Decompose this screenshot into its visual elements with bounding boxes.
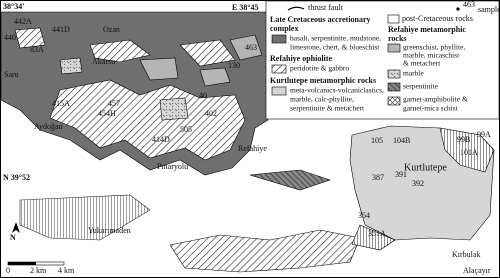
legend-heading: rocks (388, 34, 407, 43)
sample-label: 391 (395, 170, 407, 179)
sample-label: 463 (245, 43, 257, 52)
scale-label: 4 km (58, 266, 75, 275)
sample-label: 351A (368, 229, 386, 238)
sample-label: 415A (52, 99, 70, 108)
legend-text: marble, calc-phyllite, (290, 95, 354, 104)
sample-label: 414D (152, 135, 170, 144)
legend-text: peridotite & gabbro (290, 64, 349, 73)
place-label: Aydoğan (34, 122, 63, 131)
sample-label: 101A (460, 148, 478, 157)
sample-label: 99A (477, 130, 491, 139)
place-label: Yukarımaden (88, 226, 131, 235)
north-label: N (10, 233, 16, 242)
legend-box (265, 0, 500, 120)
place-label: Kurtlutepe (404, 162, 447, 173)
place-label: Refahiye (238, 144, 267, 153)
sample-symbol (456, 7, 460, 11)
sample-label: 505 (180, 125, 192, 134)
swatch (271, 86, 287, 96)
swatch (387, 69, 401, 79)
scale-label: 0 (6, 266, 10, 275)
swatch (387, 14, 400, 24)
sample-label: 83A (30, 45, 44, 54)
places: Ozan Akarsu Saru Aydoğan Pınaryolu Refah… (4, 25, 491, 275)
legend-heading: complex (270, 24, 298, 33)
samples: 440 442A 83A 441D 415A 457 454H 40 130 4… (4, 17, 491, 238)
legend-text: marble, micaschist (403, 51, 460, 60)
legend-text: garnet-amphibolite & (403, 95, 468, 104)
legend-text: meta-volcanics-volcaniclastics, (290, 86, 384, 95)
swatch (387, 96, 401, 106)
scale-bar (8, 262, 36, 265)
legend-text: marble (403, 69, 424, 78)
sample-label: 40 (199, 91, 207, 100)
sample-label: 441D (52, 25, 70, 34)
legend-heading: Refahiye ophiolite (270, 54, 332, 63)
scale-label: 2 km (30, 266, 47, 275)
sample-label: 454H (98, 109, 116, 118)
sample-label: 402 (205, 109, 217, 118)
legend-text: sample (478, 5, 500, 14)
place-label: Saru (4, 70, 19, 79)
swatch (271, 34, 287, 44)
legend-text: basalt, serpentinite, mudstone, (290, 34, 381, 43)
legend-text: limestone, chert, & blueschist (290, 43, 380, 52)
swatch (271, 64, 287, 74)
legend-text: garnet-mica schist (403, 104, 459, 113)
legend-text: thrust fault (308, 3, 344, 12)
sample-label: 130 (228, 61, 240, 70)
legend-text: post-Cretaceous rocks (402, 14, 473, 23)
north-arrow (12, 222, 20, 233)
sample-label: 354 (358, 211, 370, 220)
legend-heading: Refahiye metamorphic (388, 25, 466, 34)
sample-label: 105 (371, 136, 383, 145)
legend-text: serpentinite & metachert (290, 104, 365, 113)
sample-label: 99B (457, 135, 470, 144)
swatch (387, 82, 401, 92)
place-label: Pınaryolu (157, 162, 188, 171)
legend-heading: Kurtlutepe metamorphic rocks (270, 76, 376, 85)
sample-label: 392 (412, 179, 424, 188)
coordinate: N 39°52 (3, 173, 30, 182)
legend-text: greenschist, phyllite, (403, 43, 465, 52)
thrust-symbol (287, 6, 305, 11)
place-label: Akarsu (92, 57, 115, 66)
legend-heading: Late Cretaceous accretionary (270, 15, 371, 24)
place-label: Alaçayır (463, 266, 491, 275)
sample-label: 457 (108, 99, 120, 108)
legend-text: 463 (463, 0, 475, 9)
legend: thrust fault 463 sample post-Cretaceous … (270, 0, 500, 113)
geology (0, 11, 495, 273)
coordinate: 38°34' (3, 2, 24, 11)
sample-label: 104B (393, 136, 410, 145)
legend-text: serpentinite (403, 82, 439, 91)
coordinate: E 38°45 (232, 3, 259, 12)
swatch (387, 43, 401, 53)
legend-text: & metachert (403, 59, 441, 68)
sample-label: 442A (14, 17, 32, 26)
sample-label: 387 (372, 173, 384, 182)
place-label: Kırbulak (452, 250, 480, 259)
place-label: Ozan (103, 25, 120, 34)
sample-label: 440 (4, 33, 16, 42)
